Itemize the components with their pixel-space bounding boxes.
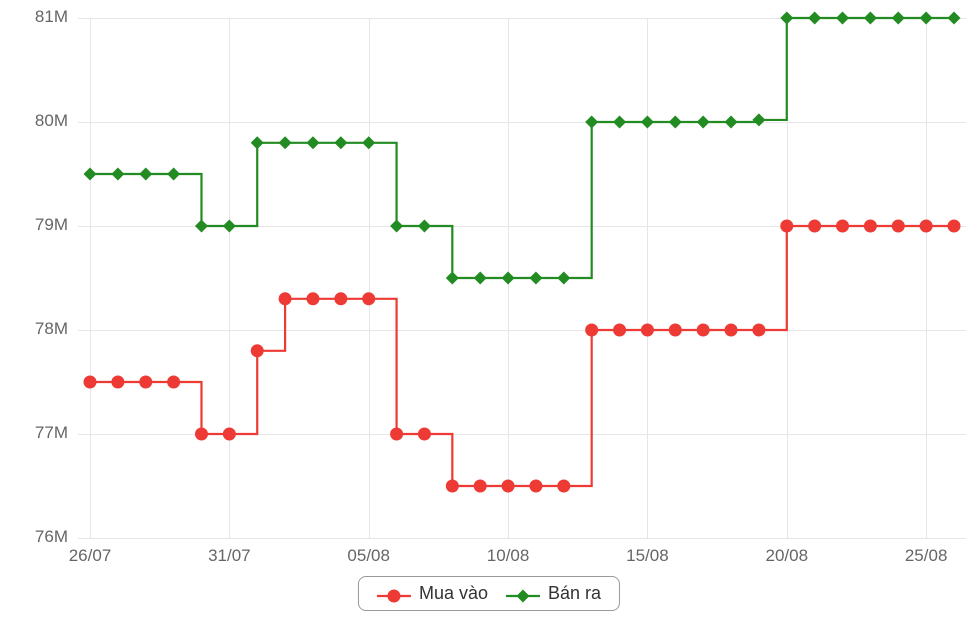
marker-ban_ra[interactable] (279, 136, 292, 149)
marker-ban_ra[interactable] (334, 136, 347, 149)
series-line-mua_vao (90, 226, 954, 486)
legend: Mua vào Bán ra (358, 576, 620, 611)
marker-mua_vao[interactable] (725, 324, 738, 337)
y-axis-label: 78M (0, 319, 68, 339)
marker-mua_vao[interactable] (948, 220, 961, 233)
marker-ban_ra[interactable] (920, 12, 933, 25)
marker-mua_vao[interactable] (334, 292, 347, 305)
marker-ban_ra[interactable] (167, 168, 180, 181)
x-axis-label: 15/08 (626, 546, 669, 566)
marker-ban_ra[interactable] (864, 12, 877, 25)
x-axis-label: 10/08 (487, 546, 530, 566)
y-axis-label: 77M (0, 423, 68, 443)
marker-ban_ra[interactable] (223, 220, 236, 233)
marker-ban_ra[interactable] (697, 116, 710, 129)
marker-mua_vao[interactable] (306, 292, 319, 305)
plot-area (78, 18, 966, 538)
marker-mua_vao[interactable] (279, 292, 292, 305)
marker-ban_ra[interactable] (306, 136, 319, 149)
legend-label-ban-ra: Bán ra (548, 583, 601, 604)
marker-mua_vao[interactable] (613, 324, 626, 337)
y-axis-label: 81M (0, 7, 68, 27)
marker-ban_ra[interactable] (502, 272, 515, 285)
marker-mua_vao[interactable] (697, 324, 710, 337)
marker-mua_vao[interactable] (808, 220, 821, 233)
marker-mua_vao[interactable] (362, 292, 375, 305)
marker-ban_ra[interactable] (195, 220, 208, 233)
marker-mua_vao[interactable] (836, 220, 849, 233)
marker-mua_vao[interactable] (390, 428, 403, 441)
x-axis-label: 20/08 (765, 546, 808, 566)
marker-mua_vao[interactable] (139, 376, 152, 389)
marker-ban_ra[interactable] (836, 12, 849, 25)
price-chart: Mua vào Bán ra 76M 77M 78M 79M 80M 81M 26/07 31… (0, 0, 978, 637)
series-line-ban_ra (90, 18, 954, 278)
x-axis-label: 25/08 (905, 546, 948, 566)
marker-mua_vao[interactable] (502, 480, 515, 493)
marker-mua_vao[interactable] (446, 480, 459, 493)
marker-mua_vao[interactable] (864, 220, 877, 233)
marker-mua_vao[interactable] (418, 428, 431, 441)
marker-ban_ra[interactable] (752, 113, 765, 126)
y-axis-label: 79M (0, 215, 68, 235)
marker-ban_ra[interactable] (251, 136, 264, 149)
legend-swatch-mua-vao (377, 587, 411, 601)
x-axis-label: 05/08 (347, 546, 390, 566)
marker-mua_vao[interactable] (251, 344, 264, 357)
marker-ban_ra[interactable] (892, 12, 905, 25)
marker-ban_ra[interactable] (390, 220, 403, 233)
marker-ban_ra[interactable] (84, 168, 97, 181)
marker-ban_ra[interactable] (613, 116, 626, 129)
marker-ban_ra[interactable] (557, 272, 570, 285)
legend-label-mua-vao: Mua vào (419, 583, 488, 604)
marker-ban_ra[interactable] (948, 12, 961, 25)
x-axis-label: 26/07 (69, 546, 112, 566)
marker-mua_vao[interactable] (780, 220, 793, 233)
marker-mua_vao[interactable] (223, 428, 236, 441)
marker-ban_ra[interactable] (446, 272, 459, 285)
legend-item-ban-ra[interactable]: Bán ra (506, 583, 601, 604)
marker-mua_vao[interactable] (669, 324, 682, 337)
legend-swatch-ban-ra (506, 587, 540, 601)
marker-ban_ra[interactable] (808, 12, 821, 25)
marker-mua_vao[interactable] (920, 220, 933, 233)
marker-ban_ra[interactable] (418, 220, 431, 233)
marker-mua_vao[interactable] (529, 480, 542, 493)
marker-mua_vao[interactable] (111, 376, 124, 389)
marker-mua_vao[interactable] (557, 480, 570, 493)
marker-mua_vao[interactable] (641, 324, 654, 337)
marker-mua_vao[interactable] (752, 324, 765, 337)
legend-item-mua-vao[interactable]: Mua vào (377, 583, 488, 604)
marker-mua_vao[interactable] (195, 428, 208, 441)
marker-ban_ra[interactable] (585, 116, 598, 129)
marker-mua_vao[interactable] (84, 376, 97, 389)
x-axis-label: 31/07 (208, 546, 251, 566)
marker-mua_vao[interactable] (585, 324, 598, 337)
marker-ban_ra[interactable] (669, 116, 682, 129)
marker-ban_ra[interactable] (362, 136, 375, 149)
marker-ban_ra[interactable] (725, 116, 738, 129)
y-axis-label: 76M (0, 527, 68, 547)
marker-mua_vao[interactable] (474, 480, 487, 493)
marker-ban_ra[interactable] (780, 12, 793, 25)
marker-ban_ra[interactable] (529, 272, 542, 285)
marker-ban_ra[interactable] (641, 116, 654, 129)
series-layer (78, 18, 966, 538)
gridline-h (78, 538, 966, 539)
marker-ban_ra[interactable] (474, 272, 487, 285)
marker-mua_vao[interactable] (167, 376, 180, 389)
marker-ban_ra[interactable] (111, 168, 124, 181)
y-axis-label: 80M (0, 111, 68, 131)
marker-mua_vao[interactable] (892, 220, 905, 233)
marker-ban_ra[interactable] (139, 168, 152, 181)
